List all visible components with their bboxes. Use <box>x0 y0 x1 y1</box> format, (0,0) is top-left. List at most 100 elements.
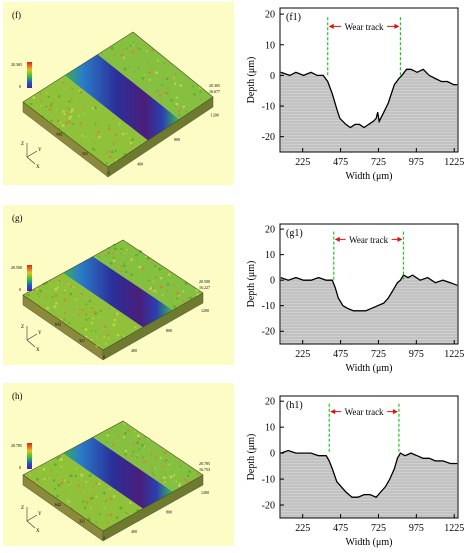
surface-speckle <box>90 330 93 332</box>
surface-speckle <box>154 474 156 476</box>
surface-speckle <box>68 475 70 477</box>
surface-speckle <box>68 100 71 103</box>
surface-speckle <box>123 422 126 425</box>
surface-speckle <box>57 286 59 289</box>
surface-speckle <box>161 294 164 297</box>
surface-speckle <box>81 134 84 137</box>
surface-speckle <box>164 474 167 477</box>
surface-x-tick: 800 <box>166 509 172 514</box>
surface-speckle <box>131 144 134 147</box>
surface-y-tick: 321 <box>82 151 88 156</box>
surface-speckle <box>62 81 65 84</box>
surface-speckle <box>61 124 65 127</box>
chart-panel-label: (g1) <box>286 228 303 239</box>
surface-speckle <box>185 110 188 112</box>
surface-speckle <box>175 297 178 300</box>
surface-speckle <box>75 298 77 301</box>
surface-speckle <box>57 483 61 487</box>
surface-speckle <box>90 322 93 325</box>
surface-speckle <box>94 142 97 144</box>
surface-speckle <box>153 92 155 95</box>
surface-speckle <box>148 78 151 82</box>
surface-speckle <box>98 316 101 318</box>
surface-panel-h: 20.785 0 20.785 16.753 1200 800 400 642 321 0 Z Y X … <box>3 383 234 546</box>
surface-speckle <box>117 435 120 438</box>
surface-speckle <box>182 106 185 109</box>
surface-speckle <box>95 510 97 512</box>
surface-speckle <box>121 132 125 136</box>
surface-speckle <box>178 114 181 116</box>
surface-x-tick: 1200 <box>201 490 209 495</box>
surface-speckle <box>53 463 57 466</box>
surface-speckle <box>116 312 119 316</box>
surface-speckle <box>80 473 84 477</box>
surface-speckle <box>83 491 85 493</box>
color-scale-bar <box>27 443 32 469</box>
surface-speckle <box>136 442 138 444</box>
surface-speckle <box>172 305 176 308</box>
surface-speckle <box>175 105 177 107</box>
surface-speckle <box>74 474 78 477</box>
color-scale-bar <box>27 62 32 88</box>
right-scale-max: 20.785 <box>199 461 210 466</box>
surface-speckle <box>123 153 126 156</box>
surface-speckle <box>160 285 164 289</box>
surface-speckle <box>182 299 185 303</box>
surface-speckle <box>63 318 66 320</box>
surface-speckle <box>100 310 102 312</box>
surface-speckle <box>79 92 82 94</box>
surface-speckle <box>122 48 124 50</box>
surface-speckle <box>143 445 146 448</box>
surface-speckle <box>90 497 94 500</box>
surface-speckle <box>170 99 173 102</box>
surface-speckle <box>180 465 182 468</box>
y-tick-label: -10 <box>262 301 275 312</box>
surface-speckle <box>52 479 56 482</box>
orientation-axis-y <box>26 333 38 341</box>
surface-speckle <box>68 484 71 486</box>
surface-speckle <box>70 481 72 483</box>
surface-speckle <box>163 451 167 454</box>
wear-track-label: Wear track <box>345 407 384 417</box>
surface-speckle <box>51 295 54 298</box>
surface-speckle <box>137 67 140 70</box>
surface-speckle <box>172 290 175 292</box>
surface-speckle <box>114 149 117 152</box>
surface-speckle <box>108 155 112 159</box>
surface-outline <box>22 420 204 532</box>
surface-speckle <box>85 335 88 338</box>
x-tick-label: 725 <box>371 157 386 168</box>
surface-speckle <box>36 107 38 109</box>
right-scale-mid: 16.753 <box>199 467 210 472</box>
surface-speckle <box>82 327 84 329</box>
surface-speckle <box>45 92 48 94</box>
surface-speckle <box>137 253 139 256</box>
surface-speckle <box>102 491 106 495</box>
surface-speckle <box>123 335 125 338</box>
profile-line <box>280 68 458 129</box>
y-tick-label: -20 <box>262 327 275 338</box>
surface-speckle <box>96 335 98 337</box>
surface-speckle <box>98 482 101 486</box>
surface-speckle <box>68 114 71 116</box>
surface-speckle <box>62 478 65 481</box>
axis-letter-y: Y <box>38 512 42 517</box>
y-axis-title: Depth (μm) <box>246 57 257 104</box>
surface-speckle <box>91 317 94 320</box>
surface-speckle <box>123 432 127 435</box>
surface-speckle <box>126 248 128 251</box>
surface-speckle <box>166 283 170 286</box>
surface-speckle <box>141 77 145 80</box>
surface-speckle <box>63 292 65 294</box>
y-tick-label: -10 <box>262 475 275 486</box>
x-tick-label: 225 <box>295 349 310 360</box>
chart-panel-label: (h1) <box>286 400 303 411</box>
y-tick-label: -20 <box>262 132 275 143</box>
surface-speckle <box>196 472 200 476</box>
surface-speckle <box>161 83 164 86</box>
orientation-axis-x <box>26 339 36 348</box>
surface-speckle <box>40 92 42 95</box>
x-tick-label: 725 <box>371 523 386 534</box>
surface-speckle <box>129 501 132 505</box>
surface-speckle <box>163 91 167 94</box>
